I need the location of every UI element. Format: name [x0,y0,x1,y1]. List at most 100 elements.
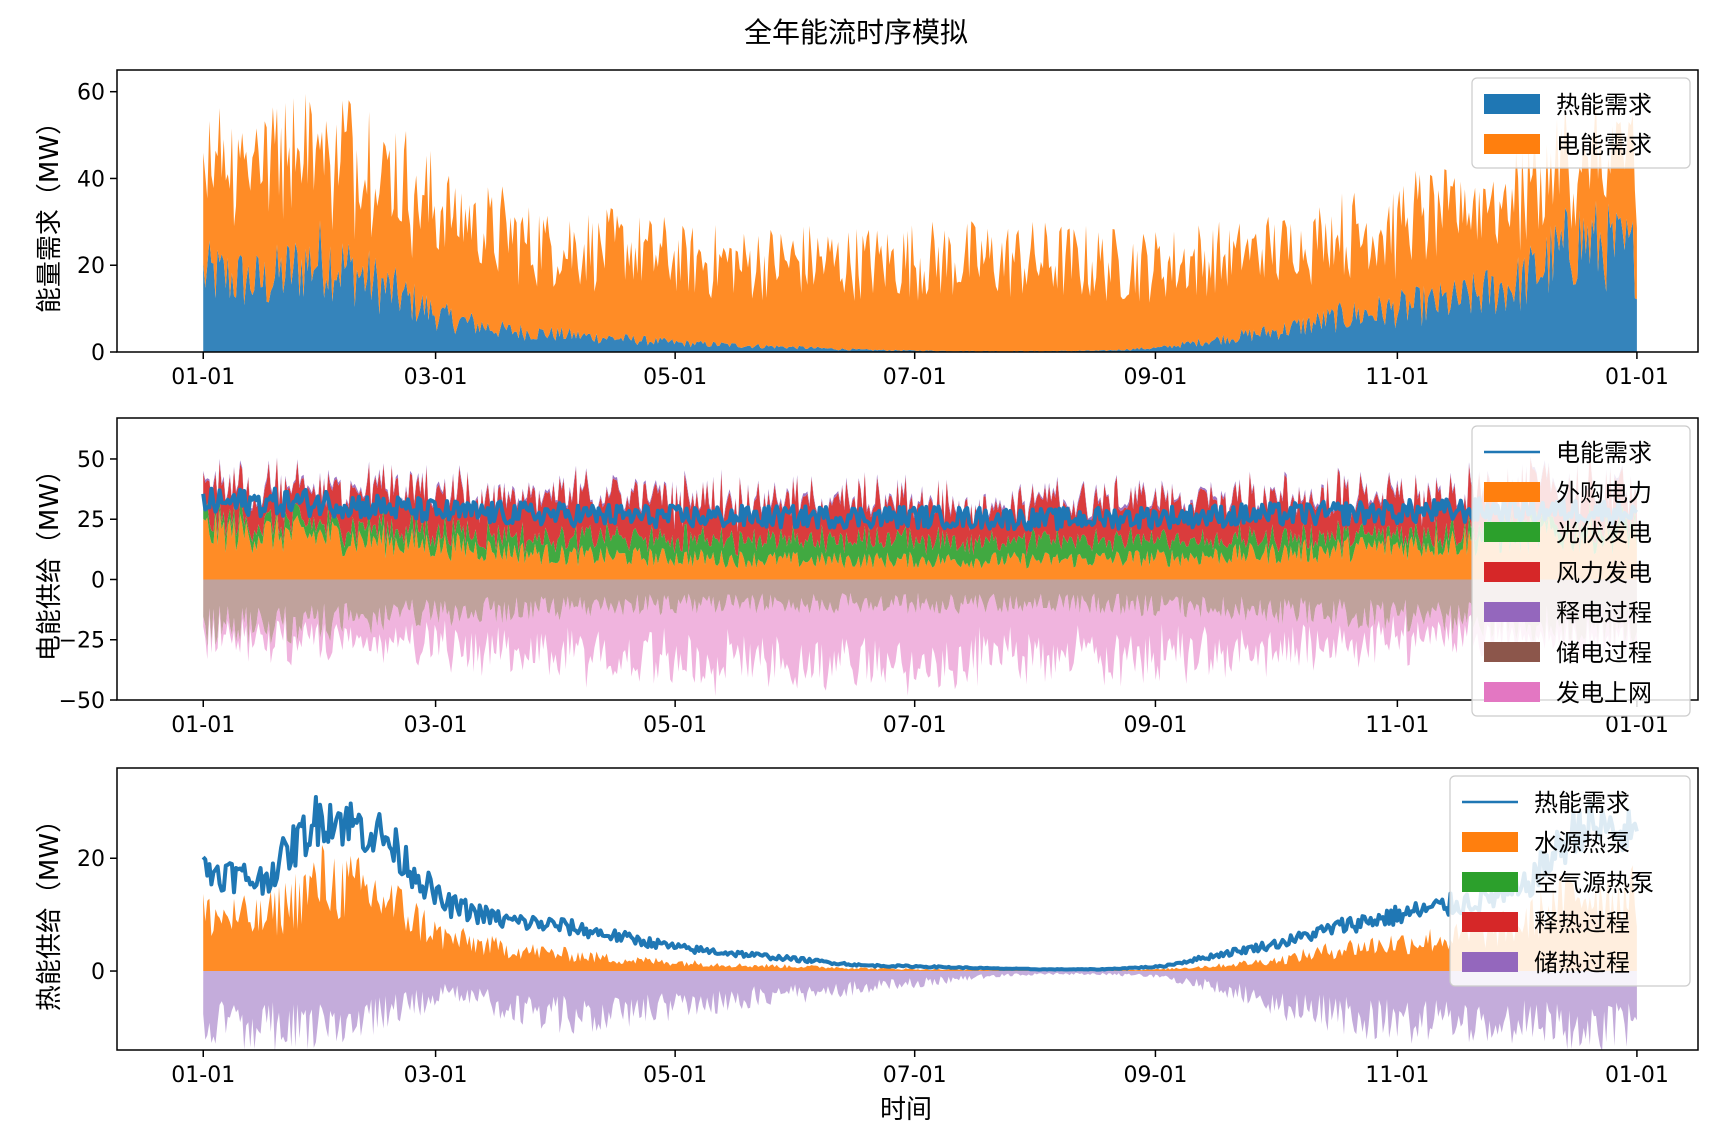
x-tick-label: 07-01 [883,1063,947,1088]
x-tick-label: 05-01 [643,1063,707,1088]
legend-label: 释热过程 [1534,909,1630,937]
legend-item: 光伏发电 [1484,519,1652,547]
y-tick-label: 0 [91,568,105,593]
legend-item: 储电过程 [1484,639,1652,667]
x-tick-label: 01-01 [1605,365,1669,390]
y-tick-label: 20 [77,847,105,872]
y-tick: 40 [77,167,117,192]
legend-label: 空气源热泵 [1534,869,1654,897]
y-tick-label: 20 [77,254,105,279]
area-发电上网 [203,592,1637,697]
electric-panel: 01-01 03-01 05-01 07-01 09-01 11-01 01-01 −50 −2… [35,417,1699,738]
y-tick: −50 [59,689,117,714]
x-tick-label: 01-01 [171,713,235,738]
area-热能需求 [203,200,1637,352]
legend-item: 电能需求 [1484,439,1652,467]
legend-item: 释热过程 [1462,909,1630,937]
line-电能需求 [201,486,1639,532]
legend-item: 储热过程 [1462,949,1630,977]
x-tick: 11-01 [1365,352,1429,390]
y-tick: 20 [77,847,117,872]
x-tick-label: 11-01 [1365,365,1429,390]
legend-label: 热能需求 [1534,789,1630,817]
y-tick: 60 [77,81,117,106]
y-tick-label: 0 [91,960,105,985]
y-tick-label: 50 [77,448,105,473]
area-储电过程 [203,579,1637,647]
legend-label: 发电上网 [1556,679,1652,707]
x-tick: 05-01 [643,700,707,738]
demand-y-axis-label: 能量需求（MW） [35,109,65,313]
x-tick: 09-01 [1123,700,1187,738]
y-tick: −25 [59,629,117,654]
demand-panel: 01-01 03-01 05-01 07-01 09-01 11-01 01-01 0 20 40… [35,69,1699,390]
x-tick-label: 09-01 [1123,713,1187,738]
heat-y-axis-label: 热能供给（MW） [35,807,65,1011]
y-tick-label: 0 [91,341,105,366]
legend-label: 电能需求 [1556,131,1652,159]
electric-plot-area [201,451,1639,697]
legend-item: 风力发电 [1484,559,1652,587]
x-tick-label: 01-01 [171,365,235,390]
y-tick: 0 [91,960,117,985]
y-tick-label: 40 [77,167,105,192]
demand-plot-area [203,93,1637,352]
x-tick-label: 03-01 [404,365,468,390]
legend-item: 空气源热泵 [1462,869,1654,897]
x-tick-label: 01-01 [1605,1063,1669,1088]
legend-label: 储电过程 [1556,639,1652,667]
legend-item: 热能需求 [1484,91,1652,119]
x-tick-label: 03-01 [404,1063,468,1088]
x-axis-label: 时间 [880,1095,932,1125]
legend-item: 释电过程 [1484,599,1652,627]
y-tick: 25 [77,508,117,533]
x-tick-label: 05-01 [643,713,707,738]
y-tick: 0 [91,568,117,593]
legend-label: 储热过程 [1534,949,1630,977]
heat-axes-frame [116,767,1699,1051]
x-tick-label: 01-01 [1605,713,1669,738]
x-tick: 01-01 [171,1050,235,1088]
y-tick: 0 [91,341,117,366]
x-tick: 07-01 [883,1050,947,1088]
x-tick-label: 09-01 [1123,365,1187,390]
legend-item: 热能需求 [1462,789,1630,817]
legend-label: 光伏发电 [1556,519,1652,547]
electric-y-axis-label: 电能供给（MW） [35,457,65,661]
legend-label: 水源热泵 [1534,829,1630,857]
x-tick-label: 05-01 [643,365,707,390]
x-tick-label: 11-01 [1365,713,1429,738]
x-tick: 07-01 [883,700,947,738]
x-tick: 11-01 [1365,700,1429,738]
x-tick: 01-01 [171,700,235,738]
x-tick: 01-01 [1605,1050,1669,1088]
heat-plot-area [201,795,1639,1050]
x-tick: 01-01 [1605,352,1669,390]
area-外购电力 [203,510,1637,580]
x-tick-label: 09-01 [1123,1063,1187,1088]
demand-axes-frame [116,69,1699,353]
area-风力发电 [203,453,1637,557]
y-tick-label: −50 [59,689,105,714]
x-tick-label: 03-01 [404,713,468,738]
legend-label: 外购电力 [1556,479,1652,507]
y-tick-label: −25 [59,629,105,654]
x-tick: 09-01 [1123,1050,1187,1088]
legend-label: 电能需求 [1556,439,1652,467]
legend-item: 电能需求 [1484,131,1652,159]
legend-label: 热能需求 [1556,91,1652,119]
x-tick-label: 01-01 [171,1063,235,1088]
y-tick: 20 [77,254,117,279]
legend-item: 发电上网 [1484,679,1652,707]
y-tick-label: 60 [77,81,105,106]
area-光伏发电 [203,499,1637,569]
legend-item: 水源热泵 [1462,829,1630,857]
area-储热过程 [203,971,1637,1050]
legend-label: 风力发电 [1556,559,1652,587]
x-tick: 03-01 [404,352,468,390]
x-tick: 05-01 [643,352,707,390]
